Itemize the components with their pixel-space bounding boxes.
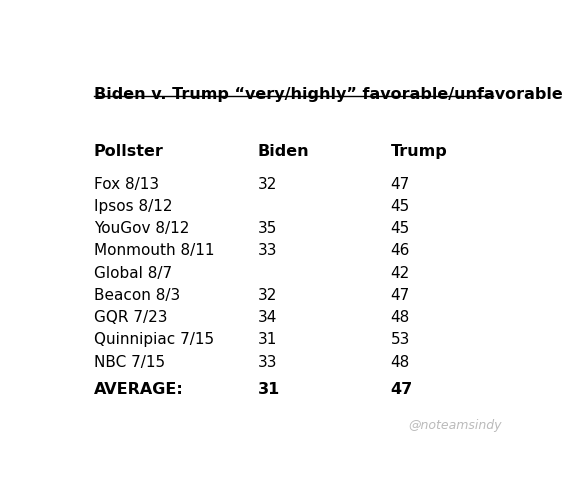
Text: Beacon 8/3: Beacon 8/3	[94, 288, 180, 303]
Text: @noteamsindy: @noteamsindy	[408, 419, 502, 432]
Text: 33: 33	[258, 355, 277, 370]
Text: AVERAGE:: AVERAGE:	[94, 382, 184, 397]
Text: NBC 7/15: NBC 7/15	[94, 355, 165, 370]
Text: 34: 34	[258, 310, 277, 325]
Text: 45: 45	[391, 199, 410, 214]
Text: 53: 53	[391, 332, 410, 348]
Text: Fox 8/13: Fox 8/13	[94, 177, 159, 192]
Text: 47: 47	[391, 288, 410, 303]
Text: Ipsos 8/12: Ipsos 8/12	[94, 199, 172, 214]
Text: 48: 48	[391, 310, 410, 325]
Text: 47: 47	[391, 382, 413, 397]
Text: Trump: Trump	[391, 144, 447, 159]
Text: 42: 42	[391, 265, 410, 281]
Text: 31: 31	[258, 332, 277, 348]
Text: Monmouth 8/11: Monmouth 8/11	[94, 244, 214, 258]
Text: 47: 47	[391, 177, 410, 192]
Text: 32: 32	[258, 288, 277, 303]
Text: GQR 7/23: GQR 7/23	[94, 310, 167, 325]
Text: Biden v. Trump “very/highly” favorable/unfavorable: Biden v. Trump “very/highly” favorable/u…	[94, 87, 562, 102]
Text: 32: 32	[258, 177, 277, 192]
Text: 35: 35	[258, 221, 277, 236]
Text: Pollster: Pollster	[94, 144, 164, 159]
Text: Global 8/7: Global 8/7	[94, 265, 172, 281]
Text: 45: 45	[391, 221, 410, 236]
Text: 33: 33	[258, 244, 277, 258]
Text: 31: 31	[258, 382, 280, 397]
Text: Biden: Biden	[258, 144, 309, 159]
Text: 48: 48	[391, 355, 410, 370]
Text: 46: 46	[391, 244, 410, 258]
Text: Quinnipiac 7/15: Quinnipiac 7/15	[94, 332, 214, 348]
Text: YouGov 8/12: YouGov 8/12	[94, 221, 189, 236]
